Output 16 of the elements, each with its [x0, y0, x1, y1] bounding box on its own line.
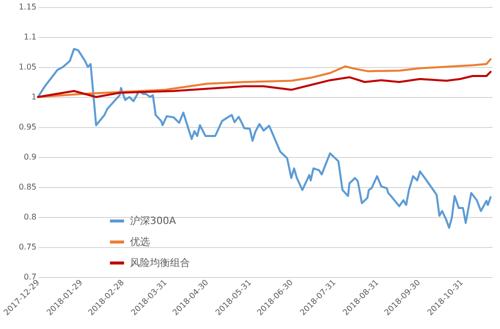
y-tick-label: 0.75 [18, 242, 36, 252]
y-tick-label: 1.15 [18, 2, 36, 12]
y-tick-label: 1.1 [24, 32, 36, 42]
legend-label: 沪深300A [130, 215, 176, 227]
line-series [37, 70, 492, 98]
y-tick-label: 0.9 [24, 152, 36, 162]
y-tick-label: 1.05 [18, 62, 36, 72]
y-tick-label: 0.85 [18, 182, 36, 192]
y-tick-label: 0.8 [24, 212, 36, 222]
y-tick-label: 1 [31, 92, 36, 102]
legend-label: 优选 [130, 236, 150, 248]
y-tick-label: 0.7 [24, 272, 36, 282]
line-series [37, 48, 492, 229]
y-tick-label: 0.95 [18, 122, 36, 132]
legend-label: 风险均衡组合 [130, 257, 190, 269]
line-series [37, 58, 492, 98]
